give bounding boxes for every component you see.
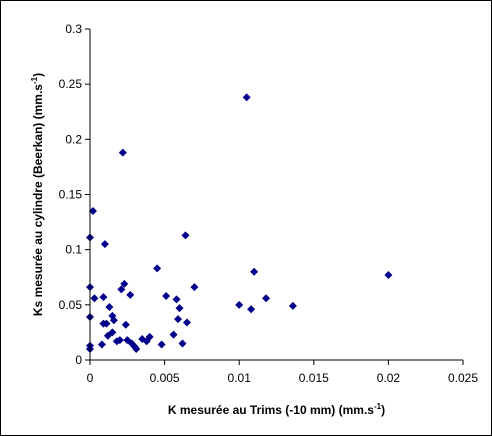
data-point — [242, 93, 251, 102]
data-point — [288, 301, 297, 310]
x-tick-label: 0.01 — [228, 371, 252, 385]
y-tick-label: 0.05 — [59, 298, 83, 312]
data-point — [190, 283, 199, 292]
data-point — [384, 271, 393, 280]
data-point — [115, 336, 124, 345]
x-tick-label: 0 — [87, 371, 94, 385]
data-point — [105, 303, 114, 312]
y-axis-ticks: 0 0.05 0.1 0.15 0.2 0.25 0.3 — [59, 22, 90, 367]
data-point — [99, 293, 108, 302]
data-point — [157, 340, 166, 349]
x-axis-title-superscript: -1 — [374, 402, 382, 411]
y-tick-label: 0 — [75, 353, 82, 367]
data-point — [178, 339, 187, 348]
data-point — [102, 319, 111, 328]
x-tick-label: 0.005 — [150, 371, 180, 385]
data-point — [247, 305, 256, 314]
data-point — [172, 295, 181, 304]
data-point — [153, 264, 162, 273]
data-point — [109, 316, 118, 325]
y-tick-label: 0.3 — [65, 22, 82, 36]
data-point — [235, 300, 244, 309]
x-axis-title: K mesurée au Trims (-10 mm) (mm.s-1) — [168, 402, 385, 417]
data-point — [181, 231, 190, 240]
y-tick-label: 0.15 — [59, 188, 83, 202]
y-tick-label: 0.1 — [65, 243, 82, 257]
data-point — [145, 332, 154, 341]
data-point — [100, 240, 109, 249]
data-point — [108, 328, 117, 337]
marker-layer — [86, 93, 393, 353]
x-axis-title-text: K mesurée au Trims (-10 mm) (mm.s — [168, 403, 374, 417]
y-axis-title-end: ) — [31, 73, 45, 77]
data-point — [169, 330, 178, 339]
data-point — [174, 315, 183, 324]
x-axis-ticks: 0 0.005 0.01 0.015 0.02 0.025 — [87, 360, 478, 385]
data-point — [182, 318, 191, 327]
x-tick-label: 0.02 — [377, 371, 401, 385]
x-tick-label: 0.015 — [299, 371, 329, 385]
x-axis-title-end: ) — [381, 403, 385, 417]
data-point — [120, 279, 129, 288]
y-axis-title: Ks mesurée au cylindre (Beerkan) (mm.s-1… — [30, 73, 45, 316]
data-point — [126, 290, 135, 299]
data-point — [132, 344, 141, 353]
data-point — [162, 292, 171, 301]
data-point — [250, 267, 259, 276]
data-point — [90, 294, 99, 303]
data-point — [121, 320, 130, 329]
data-point — [117, 285, 126, 294]
data-point — [175, 304, 184, 313]
data-point — [88, 207, 97, 216]
y-tick-label: 0.2 — [65, 132, 82, 146]
data-point — [97, 340, 106, 349]
y-axis-title-text: Ks mesurée au cylindre (Beerkan) (mm.s — [31, 84, 45, 316]
data-point — [118, 148, 127, 157]
y-tick-label: 0.25 — [59, 77, 83, 91]
x-tick-label: 0.025 — [448, 371, 478, 385]
y-axis-title-superscript: -1 — [30, 76, 39, 84]
data-point — [262, 294, 271, 303]
